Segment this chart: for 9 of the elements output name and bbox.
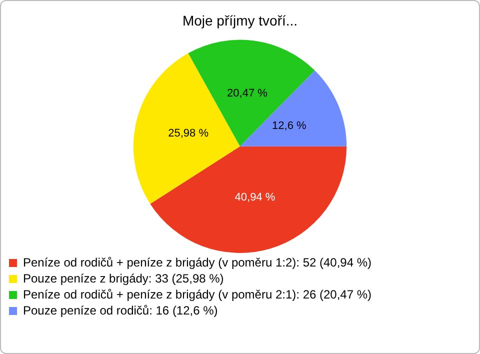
legend-label: Pouze peníze od rodičů: 16 (12,6 %) bbox=[23, 303, 218, 318]
chart-title: Moje příjmy tvoří... bbox=[182, 12, 298, 28]
data-label: 20,47 % bbox=[227, 88, 268, 100]
data-label: 25,98 % bbox=[168, 127, 209, 140]
legend-label: Pouze peníze z brigády: 33 (25,98 %) bbox=[23, 271, 224, 286]
data-label: 40,94 % bbox=[234, 192, 276, 204]
legend-label: Peníze od rodičů + peníze z brigády (v poměru 2:1): 26 (20,47 %) bbox=[23, 287, 372, 302]
data-label: 12,6 % bbox=[272, 120, 307, 132]
legend-label: Peníze od rodičů + peníze z brigády (v poměru 1:2): 52 (40,94 %) bbox=[23, 255, 372, 270]
